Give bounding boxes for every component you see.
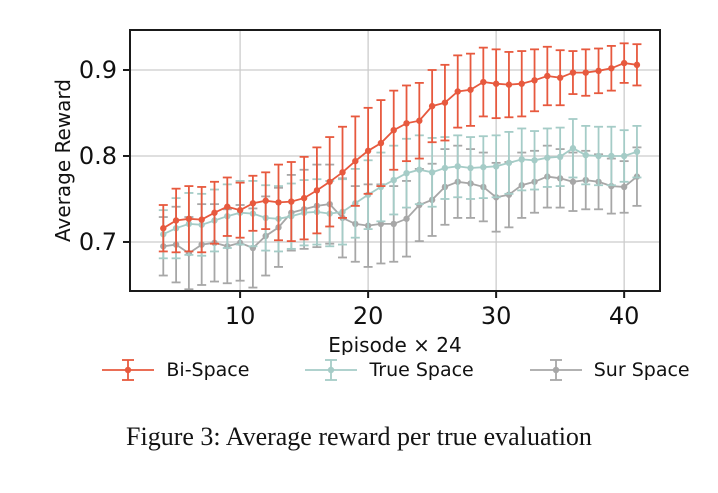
figure-caption: Figure 3: Average reward per true evalua… [126, 422, 592, 451]
x-tick-label: 10 [225, 302, 256, 330]
legend-label: True Space [369, 359, 474, 381]
legend-errorbar-marker-icon [102, 359, 155, 381]
legend-errorbar-marker-icon [305, 359, 358, 381]
legend-item-true-space: True Space [303, 356, 474, 384]
legend-item-bi-space: Bi-Space [100, 356, 249, 384]
series-bi-space [158, 42, 642, 254]
legend-errorbar-marker-icon [529, 359, 582, 381]
plot-border [129, 29, 661, 292]
chart-legend: Bi-Space True Space Sur Space [36, 352, 718, 388]
x-tick-label: 30 [481, 302, 512, 330]
legend-label: Bi-Space [166, 359, 250, 381]
axis-ticks: 10 20 30 40 0.7 0.8 0.9 [79, 56, 640, 330]
legend-label: Sur Space [593, 359, 690, 381]
series-true-space [158, 118, 642, 260]
x-tick-label: 20 [353, 302, 384, 330]
y-tick-label: 0.7 [79, 228, 117, 256]
chart-average-reward: 10 20 30 40 0.7 0.8 0.9 Episode × 24 Average Rew… [51, 29, 690, 381]
legend-item-sur-space: Sur Space [528, 356, 690, 384]
y-tick-label: 0.9 [79, 56, 117, 84]
x-axis-label: Episode × 24 [328, 333, 461, 355]
y-axis-label: Average Reward [51, 79, 75, 242]
x-tick-label: 40 [609, 302, 640, 330]
y-tick-label: 0.8 [79, 142, 117, 170]
series-sur-space [158, 144, 642, 291]
gridlines [130, 30, 660, 291]
chart-canvas: 10 20 30 40 0.7 0.8 0.9 Episode × 24 Average Rew… [51, 29, 661, 355]
